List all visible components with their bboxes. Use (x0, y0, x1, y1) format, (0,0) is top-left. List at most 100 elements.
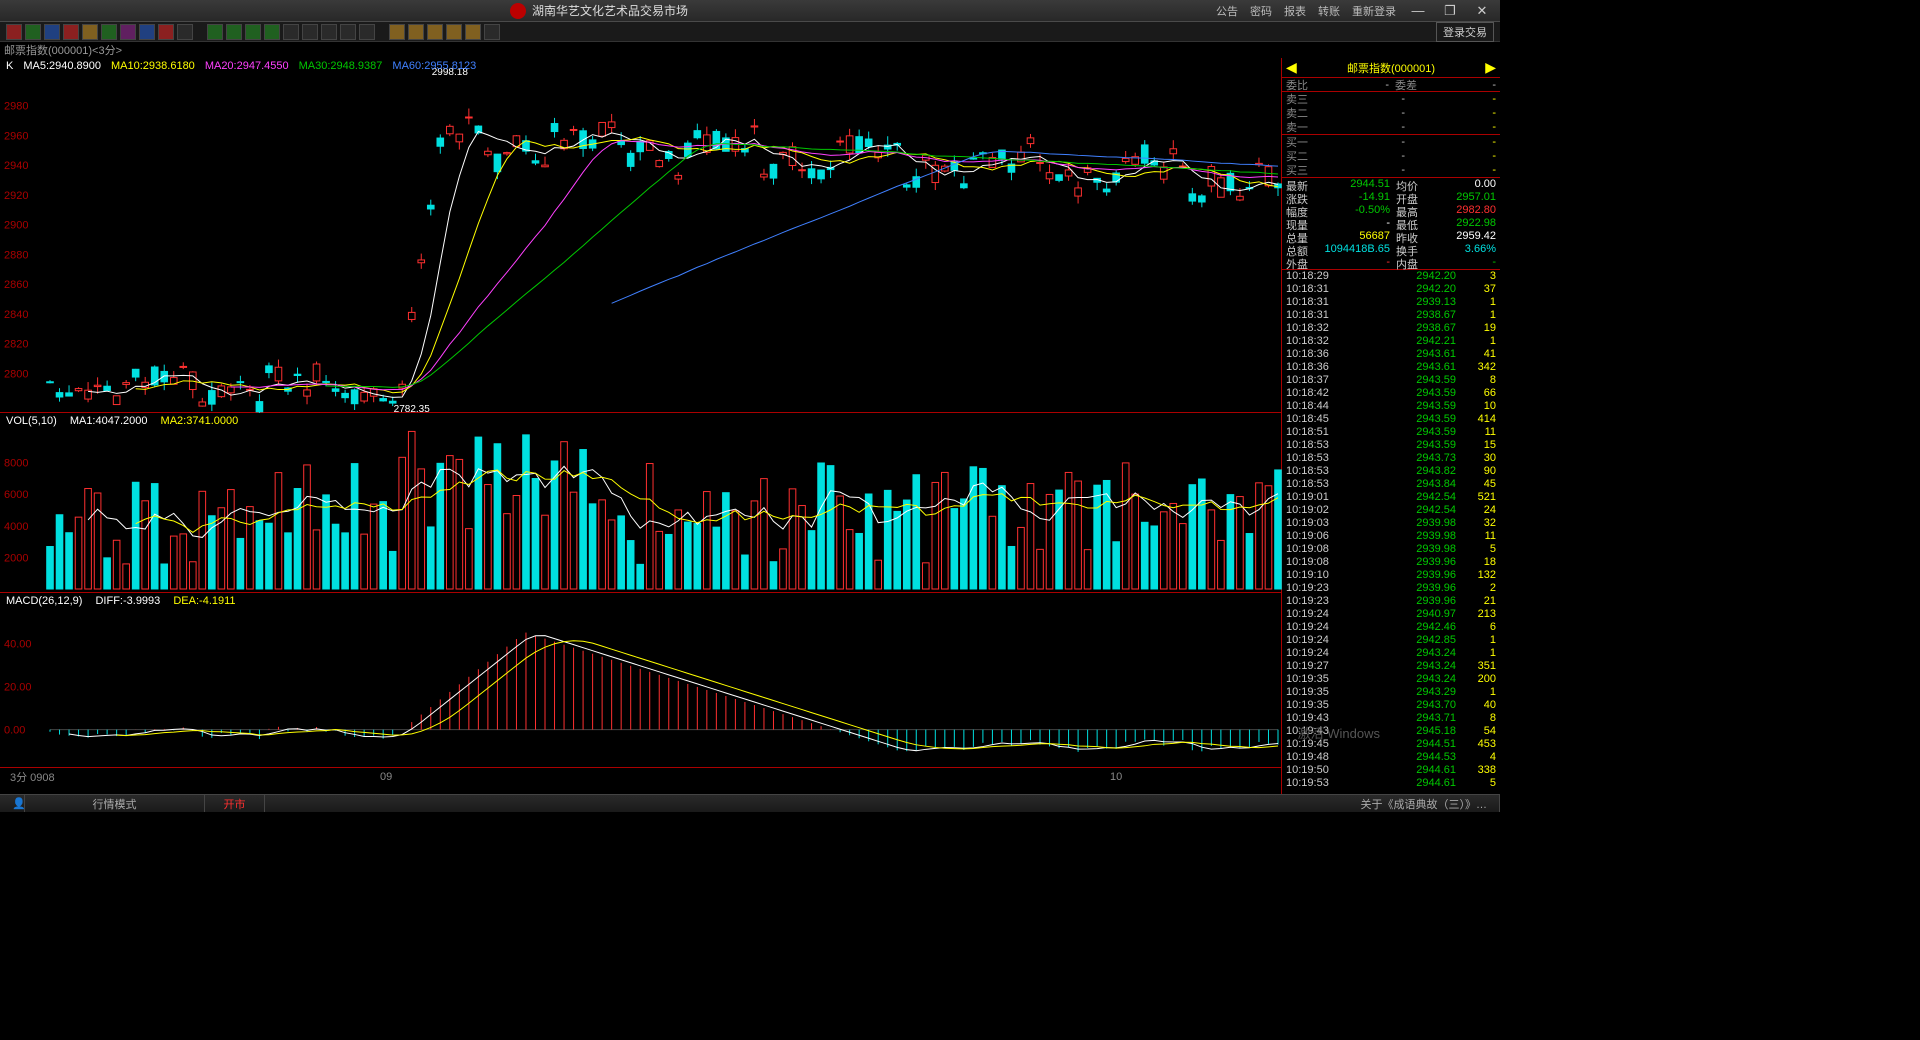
tf-3[interactable] (226, 24, 242, 40)
orderbook: 委比-委差-卖三--卖二--卖一--买一--买二--买三-- (1282, 78, 1500, 178)
tick-row: 10:19:272943.24351 (1282, 660, 1500, 673)
tick-row: 10:18:512943.5911 (1282, 426, 1500, 439)
ma-legend: KMA5:2940.8900MA10:2938.6180MA20:2947.45… (6, 60, 486, 72)
tool-icon-b[interactable] (408, 24, 424, 40)
tool-icon-c[interactable] (427, 24, 443, 40)
xaxis-right: 10 (1110, 771, 1122, 783)
svg-text:0.00: 0.00 (4, 725, 25, 737)
tick-row: 10:19:352943.24200 (1282, 673, 1500, 686)
tool-icon-e[interactable] (465, 24, 481, 40)
tick-row: 10:19:102939.96132 (1282, 569, 1500, 582)
tick-row: 10:19:242940.97213 (1282, 608, 1500, 621)
tool-icon-6[interactable] (101, 24, 117, 40)
tick-row: 10:18:322938.6719 (1282, 322, 1500, 335)
svg-text:2940: 2940 (4, 160, 28, 172)
user-icon[interactable]: 👤 (0, 795, 25, 812)
tf-w[interactable] (340, 24, 356, 40)
prev-security-icon[interactable]: ◀ (1286, 59, 1297, 76)
tick-row: 10:19:082939.9618 (1282, 556, 1500, 569)
volume-chart[interactable]: VOL(5,10) MA1:4047.2000 MA2:3741.0000 80… (0, 413, 1281, 593)
main-area: KMA5:2940.8900MA10:2938.6180MA20:2947.45… (0, 58, 1500, 798)
app-logo-icon (510, 3, 526, 19)
app-title: 湖南华艺文化艺术品交易市场 (532, 2, 688, 19)
svg-text:2860: 2860 (4, 279, 28, 291)
macd-chart[interactable]: MACD(26,12,9) DIFF:-3.9993 DEA:-4.1911 4… (0, 593, 1281, 768)
tick-row: 10:19:352943.291 (1282, 686, 1500, 699)
tool-icon-3[interactable] (44, 24, 60, 40)
tf-5[interactable] (245, 24, 261, 40)
statusbar: 👤 行情模式 开市 关于《成语典故（三）》… (0, 794, 1500, 812)
tick-row: 10:18:372943.598 (1282, 374, 1500, 387)
svg-text:20.00: 20.00 (4, 682, 32, 694)
tool-icon-7[interactable] (120, 24, 136, 40)
candlestick-chart[interactable]: KMA5:2940.8900MA10:2938.6180MA20:2947.45… (0, 58, 1281, 413)
tool-icon-f[interactable] (484, 24, 500, 40)
x-axis: 3分 0908 09 10 (0, 768, 1281, 786)
tick-row: 10:19:232939.9621 (1282, 595, 1500, 608)
tick-row: 10:18:312938.671 (1282, 309, 1500, 322)
tool-icon-2[interactable] (25, 24, 41, 40)
tick-row: 10:19:242942.851 (1282, 634, 1500, 647)
tool-icon-10[interactable] (177, 24, 193, 40)
toolbar: 登录交易 (0, 22, 1500, 42)
macd-svg: 40.0020.000.00 (0, 593, 1282, 768)
tick-row: 10:18:532943.8445 (1282, 478, 1500, 491)
tick-row: 10:19:242943.241 (1282, 647, 1500, 660)
tick-row: 10:18:442943.5910 (1282, 400, 1500, 413)
tool-icon-5[interactable] (82, 24, 98, 40)
tick-row: 10:18:532943.8290 (1282, 465, 1500, 478)
svg-text:8000: 8000 (4, 458, 28, 470)
tf-60[interactable] (302, 24, 318, 40)
tf-d[interactable] (321, 24, 337, 40)
close-button[interactable]: ✕ (1472, 4, 1492, 18)
status-news[interactable]: 关于《成语典故（三）》… (1349, 795, 1501, 812)
tick-list[interactable]: 10:18:292942.20310:18:312942.203710:18:3… (1282, 270, 1500, 798)
tick-row: 10:19:022942.5424 (1282, 504, 1500, 517)
tool-icon-a[interactable] (389, 24, 405, 40)
tool-icon-9[interactable] (158, 24, 174, 40)
tick-row: 10:19:352943.7040 (1282, 699, 1500, 712)
menu-notice[interactable]: 公告 (1216, 3, 1238, 19)
tf-30[interactable] (283, 24, 299, 40)
tool-icon-4[interactable] (63, 24, 79, 40)
minimize-button[interactable]: — (1408, 4, 1428, 18)
tick-row: 10:18:312939.131 (1282, 296, 1500, 309)
menu-report[interactable]: 报表 (1284, 3, 1306, 19)
svg-text:2800: 2800 (4, 368, 28, 380)
vol-legend: VOL(5,10) MA1:4047.2000 MA2:3741.0000 (6, 415, 248, 427)
tf-m[interactable] (359, 24, 375, 40)
tick-row: 10:19:232939.962 (1282, 582, 1500, 595)
tool-icon-d[interactable] (446, 24, 462, 40)
tick-row: 10:19:532944.615 (1282, 777, 1500, 790)
tool-icon-8[interactable] (139, 24, 155, 40)
tick-row: 10:19:482944.534 (1282, 751, 1500, 764)
menu-relogin[interactable]: 重新登录 (1352, 3, 1396, 19)
tf-15[interactable] (264, 24, 280, 40)
vol-svg: 8000600040002000 (0, 413, 1282, 593)
next-security-icon[interactable]: ▶ (1485, 59, 1496, 76)
titlebar-right: 公告 密码 报表 转账 重新登录 — ❐ ✕ (1216, 3, 1500, 19)
charts-column: KMA5:2940.8900MA10:2938.6180MA20:2947.45… (0, 58, 1282, 798)
maximize-button[interactable]: ❐ (1440, 4, 1460, 18)
svg-text:2000: 2000 (4, 552, 28, 564)
xaxis-mid: 09 (380, 771, 392, 783)
menu-password[interactable]: 密码 (1250, 3, 1272, 19)
login-trade-button[interactable]: 登录交易 (1436, 22, 1494, 42)
tick-row: 10:18:422943.5966 (1282, 387, 1500, 400)
status-mode[interactable]: 行情模式 (25, 795, 205, 812)
tick-row: 10:18:362943.61342 (1282, 361, 1500, 374)
kline-svg: 2980296029402920290028802860284028202800… (0, 58, 1282, 413)
tick-row: 10:18:362943.6141 (1282, 348, 1500, 361)
watermark: 激活 Windows (1298, 723, 1380, 742)
tool-icon-1[interactable] (6, 24, 22, 40)
svg-text:2960: 2960 (4, 130, 28, 142)
tf-1[interactable] (207, 24, 223, 40)
security-title[interactable]: ◀ 邮票指数(000001) ▶ (1282, 58, 1500, 78)
tick-row: 10:19:032939.9832 (1282, 517, 1500, 530)
menu-transfer[interactable]: 转账 (1318, 3, 1340, 19)
xaxis-left: 3分 0908 (10, 769, 55, 785)
titlebar: 湖南华艺文化艺术品交易市场 公告 密码 报表 转账 重新登录 — ❐ ✕ (0, 0, 1500, 22)
side-panel: ◀ 邮票指数(000001) ▶ 委比-委差-卖三--卖二--卖一--买一--买… (1282, 58, 1500, 798)
svg-text:4000: 4000 (4, 521, 28, 533)
tick-row: 10:18:452943.59414 (1282, 413, 1500, 426)
